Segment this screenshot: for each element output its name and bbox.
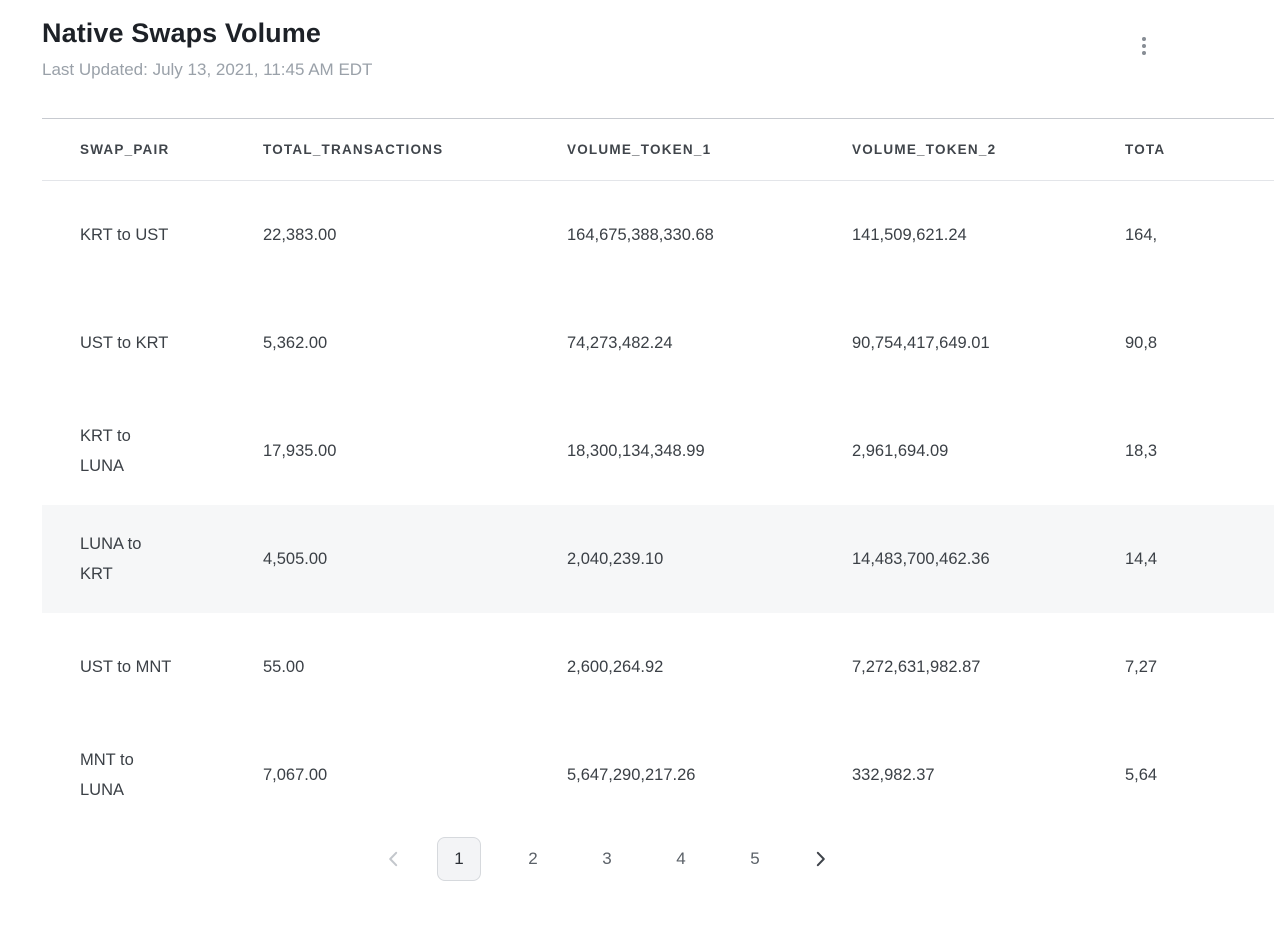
cell-total: 18,3 bbox=[1125, 441, 1158, 460]
cell-swap-pair: KRT to LUNA bbox=[80, 427, 131, 475]
cell-swap-pair: MNT to LUNA bbox=[80, 751, 134, 799]
cell-swap-pair: LUNA to KRT bbox=[80, 535, 142, 583]
cell-total-transactions: 22,383.00 bbox=[263, 225, 337, 244]
page-button-4[interactable]: 4 bbox=[659, 837, 703, 881]
cell-volume-token-1: 18,300,134,348.99 bbox=[567, 441, 705, 460]
kebab-dot bbox=[1142, 37, 1146, 41]
cell-total: 90,8 bbox=[1125, 333, 1158, 352]
cell-swap-pair: UST to MNT bbox=[80, 658, 172, 676]
kebab-dot bbox=[1142, 44, 1146, 48]
cell-total-transactions: 7,067.00 bbox=[263, 765, 328, 784]
cell-total: 164, bbox=[1125, 225, 1158, 244]
table-row[interactable]: MNT to LUNA 7,067.00 5,647,290,217.26 33… bbox=[42, 721, 1274, 829]
chevron-left-icon[interactable] bbox=[379, 837, 407, 881]
page-button-3[interactable]: 3 bbox=[585, 837, 629, 881]
cell-total-transactions: 4,505.00 bbox=[263, 549, 328, 568]
cell-swap-pair: UST to KRT bbox=[80, 334, 169, 352]
table-row[interactable]: UST to KRT 5,362.00 74,273,482.24 90,754… bbox=[42, 289, 1274, 397]
table-row[interactable]: KRT to LUNA 17,935.00 18,300,134,348.99 … bbox=[42, 397, 1274, 505]
chevron-right-icon[interactable] bbox=[807, 837, 835, 881]
column-header-swap-pair: SWAP_PAIR bbox=[80, 142, 170, 157]
page-button-5[interactable]: 5 bbox=[733, 837, 777, 881]
last-updated-text: Last Updated: July 13, 2021, 11:45 AM ED… bbox=[42, 60, 373, 79]
kebab-menu-icon[interactable] bbox=[1130, 32, 1158, 60]
cell-swap-pair: KRT to UST bbox=[80, 226, 169, 244]
cell-total-transactions: 55.00 bbox=[263, 657, 305, 676]
cell-volume-token-2: 7,272,631,982.87 bbox=[852, 657, 981, 676]
cell-volume-token-2: 14,483,700,462.36 bbox=[852, 549, 990, 568]
table-header-row: SWAP_PAIR TOTAL_TRANSACTIONS VOLUME_TOKE… bbox=[42, 118, 1274, 181]
cell-total-transactions: 17,935.00 bbox=[263, 441, 337, 460]
cell-volume-token-2: 90,754,417,649.01 bbox=[852, 333, 990, 352]
pagination: 1 2 3 4 5 bbox=[42, 837, 1172, 881]
kebab-dot bbox=[1142, 51, 1146, 55]
column-header-total-transactions: TOTAL_TRANSACTIONS bbox=[263, 142, 444, 157]
column-header-volume-token-1: VOLUME_TOKEN_1 bbox=[567, 142, 712, 157]
table-row[interactable]: UST to MNT 55.00 2,600,264.92 7,272,631,… bbox=[42, 613, 1274, 721]
cell-volume-token-1: 5,647,290,217.26 bbox=[567, 765, 696, 784]
cell-total: 5,64 bbox=[1125, 765, 1158, 784]
swaps-table: SWAP_PAIR TOTAL_TRANSACTIONS VOLUME_TOKE… bbox=[42, 118, 1274, 829]
cell-volume-token-1: 74,273,482.24 bbox=[567, 333, 673, 352]
cell-volume-token-2: 332,982.37 bbox=[852, 765, 935, 784]
table-row[interactable]: KRT to UST 22,383.00 164,675,388,330.68 … bbox=[42, 181, 1274, 289]
column-header-volume-token-2: VOLUME_TOKEN_2 bbox=[852, 142, 997, 157]
page-title: Native Swaps Volume bbox=[42, 18, 321, 48]
cell-volume-token-1: 2,600,264.92 bbox=[567, 657, 664, 676]
page-button-1[interactable]: 1 bbox=[437, 837, 481, 881]
cell-total-transactions: 5,362.00 bbox=[263, 333, 328, 352]
cell-total: 7,27 bbox=[1125, 657, 1158, 676]
column-header-total-truncated: TOTA bbox=[1125, 142, 1166, 157]
cell-volume-token-2: 141,509,621.24 bbox=[852, 225, 967, 244]
page-button-2[interactable]: 2 bbox=[511, 837, 555, 881]
cell-volume-token-2: 2,961,694.09 bbox=[852, 441, 949, 460]
table-row-highlighted[interactable]: LUNA to KRT 4,505.00 2,040,239.10 14,483… bbox=[42, 505, 1274, 613]
cell-volume-token-1: 164,675,388,330.68 bbox=[567, 225, 714, 244]
cell-total: 14,4 bbox=[1125, 549, 1158, 568]
cell-volume-token-1: 2,040,239.10 bbox=[567, 549, 664, 568]
